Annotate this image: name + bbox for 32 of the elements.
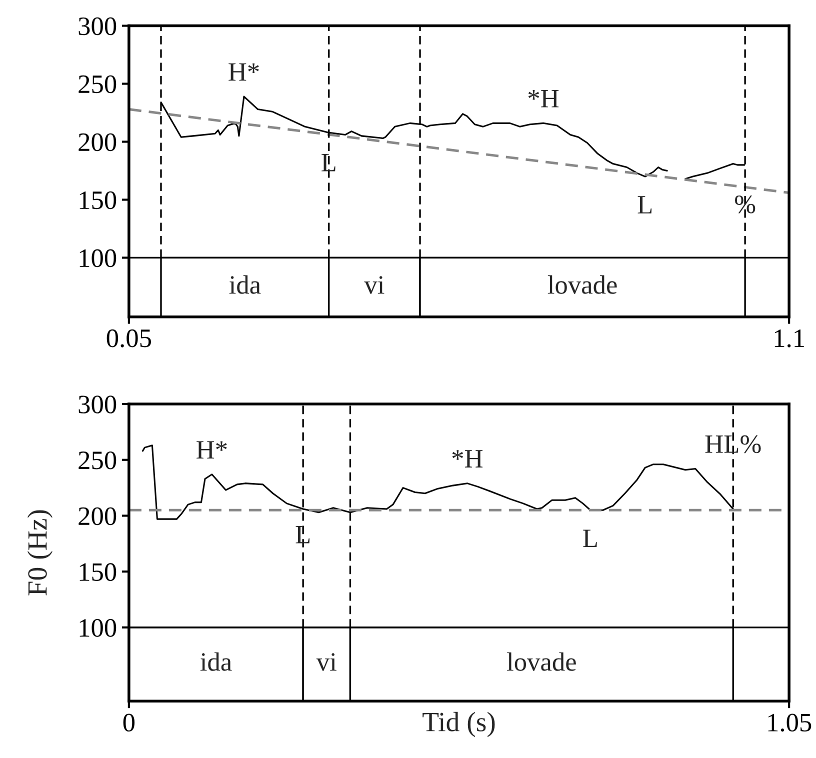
y-tick-label: 150 — [80, 563, 116, 581]
y-tick-label: 100 — [80, 249, 116, 268]
annotation: H* — [196, 441, 227, 459]
annotation: L — [322, 154, 336, 172]
annotation: % — [734, 195, 756, 214]
annotation: HL% — [705, 435, 761, 454]
band-label: ida — [229, 275, 261, 294]
band-label: ida — [200, 652, 232, 671]
annotation: *H — [452, 450, 483, 468]
y-tick-label: 250 — [78, 75, 116, 94]
x-tick-label: 0.05 — [106, 329, 151, 348]
y-axis-title: F0 (Hz) — [27, 510, 53, 596]
y-tick-label: 200 — [78, 507, 116, 526]
annotation: L — [583, 530, 597, 548]
y-tick-label: 300 — [78, 396, 116, 414]
annotation: L — [638, 196, 652, 214]
y-tick-label: 300 — [78, 17, 116, 36]
annotation: L — [296, 526, 310, 544]
band-label: lovade — [548, 275, 617, 294]
y-tick-label: 200 — [78, 133, 116, 152]
x-axis-title: Tid (s) — [422, 712, 495, 738]
band-label: vi — [364, 276, 384, 294]
x-tick-label: 0 — [123, 714, 135, 732]
x-tick-label: 1.05 — [768, 714, 812, 732]
y-tick-label: 250 — [78, 451, 116, 470]
annotation: *H — [528, 90, 559, 108]
band-label: lovade — [507, 652, 576, 671]
y-tick-label: 100 — [80, 619, 116, 637]
x-tick-label: 1.1 — [774, 330, 804, 348]
band-label: vi — [316, 653, 336, 671]
y-tick-label: 150 — [80, 191, 116, 210]
annotation: H* — [228, 63, 259, 81]
